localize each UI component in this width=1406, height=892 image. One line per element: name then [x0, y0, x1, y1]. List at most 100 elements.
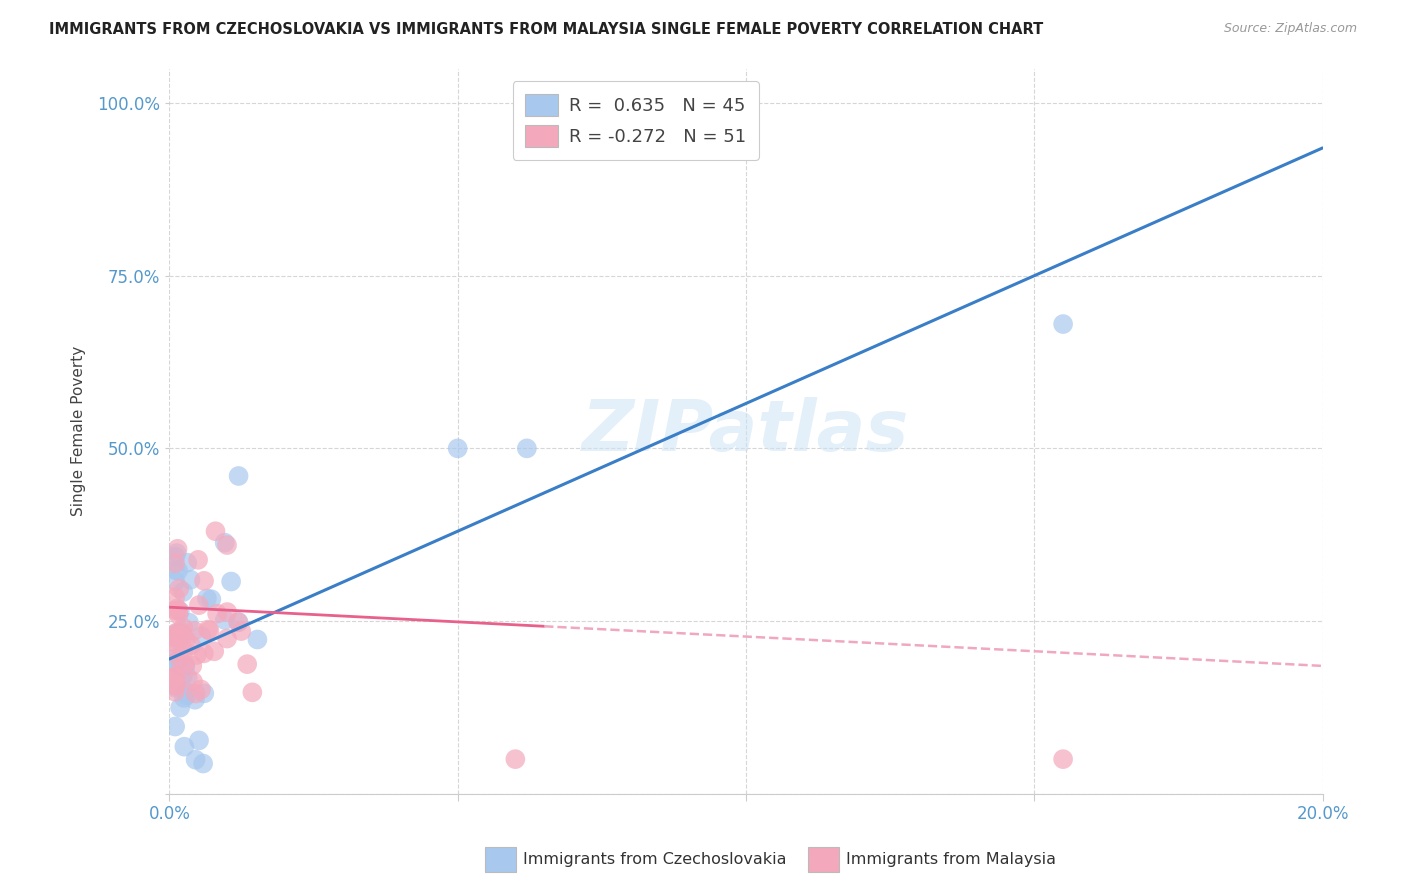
Point [165, 719, 187, 733]
Point [190, 682, 212, 697]
Point [165, 656, 187, 670]
Point [240, 685, 263, 699]
Point [165, 557, 187, 571]
Point [177, 615, 200, 630]
Point [217, 605, 239, 619]
Point [172, 669, 194, 683]
Point [183, 624, 205, 638]
Point [165, 669, 187, 683]
Point [165, 549, 187, 564]
Point [174, 685, 197, 699]
Point [173, 643, 195, 657]
Point [166, 541, 188, 556]
Point [166, 546, 188, 560]
Point [165, 658, 187, 673]
Point [167, 564, 190, 578]
Point [187, 553, 209, 567]
Y-axis label: Single Female Poverty: Single Female Poverty [72, 346, 86, 516]
Text: Immigrants from Malaysia: Immigrants from Malaysia [846, 853, 1056, 867]
Point [165, 684, 187, 698]
Text: IMMIGRANTS FROM CZECHOSLOVAKIA VS IMMIGRANTS FROM MALAYSIA SINGLE FEMALE POVERTY: IMMIGRANTS FROM CZECHOSLOVAKIA VS IMMIGR… [49, 22, 1043, 37]
Point [169, 626, 191, 640]
Point [215, 632, 238, 646]
Point [219, 574, 242, 589]
Point [215, 538, 238, 552]
Point [173, 657, 195, 672]
Point [505, 752, 527, 766]
Point [214, 535, 236, 549]
Point [190, 629, 212, 643]
Point [200, 592, 222, 607]
Point [169, 624, 191, 639]
Point [184, 686, 207, 700]
Point [180, 573, 202, 587]
Point [172, 628, 194, 642]
Point [214, 613, 236, 627]
Point [165, 563, 187, 577]
Point [1052, 317, 1074, 331]
Point [167, 582, 190, 596]
Point [165, 679, 187, 693]
Point [165, 574, 187, 589]
Point [167, 603, 190, 617]
Point [165, 681, 187, 695]
Point [169, 652, 191, 666]
Point [204, 524, 226, 539]
Point [188, 733, 211, 747]
Point [165, 591, 187, 605]
Point [166, 601, 188, 615]
Point [198, 624, 221, 638]
Point [228, 469, 250, 483]
Point [173, 690, 195, 705]
Point [191, 756, 214, 771]
Point [165, 670, 187, 684]
Point [166, 630, 188, 644]
Point [447, 442, 470, 456]
Point [181, 674, 204, 689]
Point [231, 624, 253, 638]
Point [165, 604, 187, 618]
Point [172, 585, 194, 599]
Point [165, 635, 187, 649]
Point [165, 628, 187, 642]
Point [165, 678, 187, 692]
Text: Source: ZipAtlas.com: Source: ZipAtlas.com [1223, 22, 1357, 36]
Point [165, 625, 187, 640]
Point [202, 644, 225, 658]
Point [197, 623, 219, 637]
Point [187, 598, 209, 612]
Point [193, 686, 215, 700]
Point [193, 646, 215, 660]
Point [173, 739, 195, 754]
Point [169, 700, 191, 714]
Point [165, 670, 187, 684]
Point [177, 670, 200, 684]
Point [195, 591, 218, 606]
Point [169, 628, 191, 642]
Point [165, 645, 187, 659]
Point [184, 753, 207, 767]
Point [174, 659, 197, 673]
Text: ZIPatlas: ZIPatlas [582, 397, 910, 466]
Point [246, 632, 269, 647]
Point [176, 689, 198, 703]
Point [186, 648, 208, 662]
Point [174, 658, 197, 673]
Point [1052, 752, 1074, 766]
Point [172, 621, 194, 635]
Point [236, 657, 259, 672]
Point [165, 651, 187, 665]
Point [167, 607, 190, 622]
Point [174, 632, 197, 647]
Point [169, 604, 191, 618]
Point [166, 626, 188, 640]
Point [184, 692, 207, 706]
Point [165, 631, 187, 645]
Point [226, 615, 249, 630]
Point [516, 442, 538, 456]
Point [180, 638, 202, 652]
Text: Immigrants from Czechoslovakia: Immigrants from Czechoslovakia [523, 853, 786, 867]
Legend: R =  0.635   N = 45, R = -0.272   N = 51: R = 0.635 N = 45, R = -0.272 N = 51 [513, 81, 759, 160]
Point [228, 615, 250, 629]
Point [205, 607, 228, 621]
